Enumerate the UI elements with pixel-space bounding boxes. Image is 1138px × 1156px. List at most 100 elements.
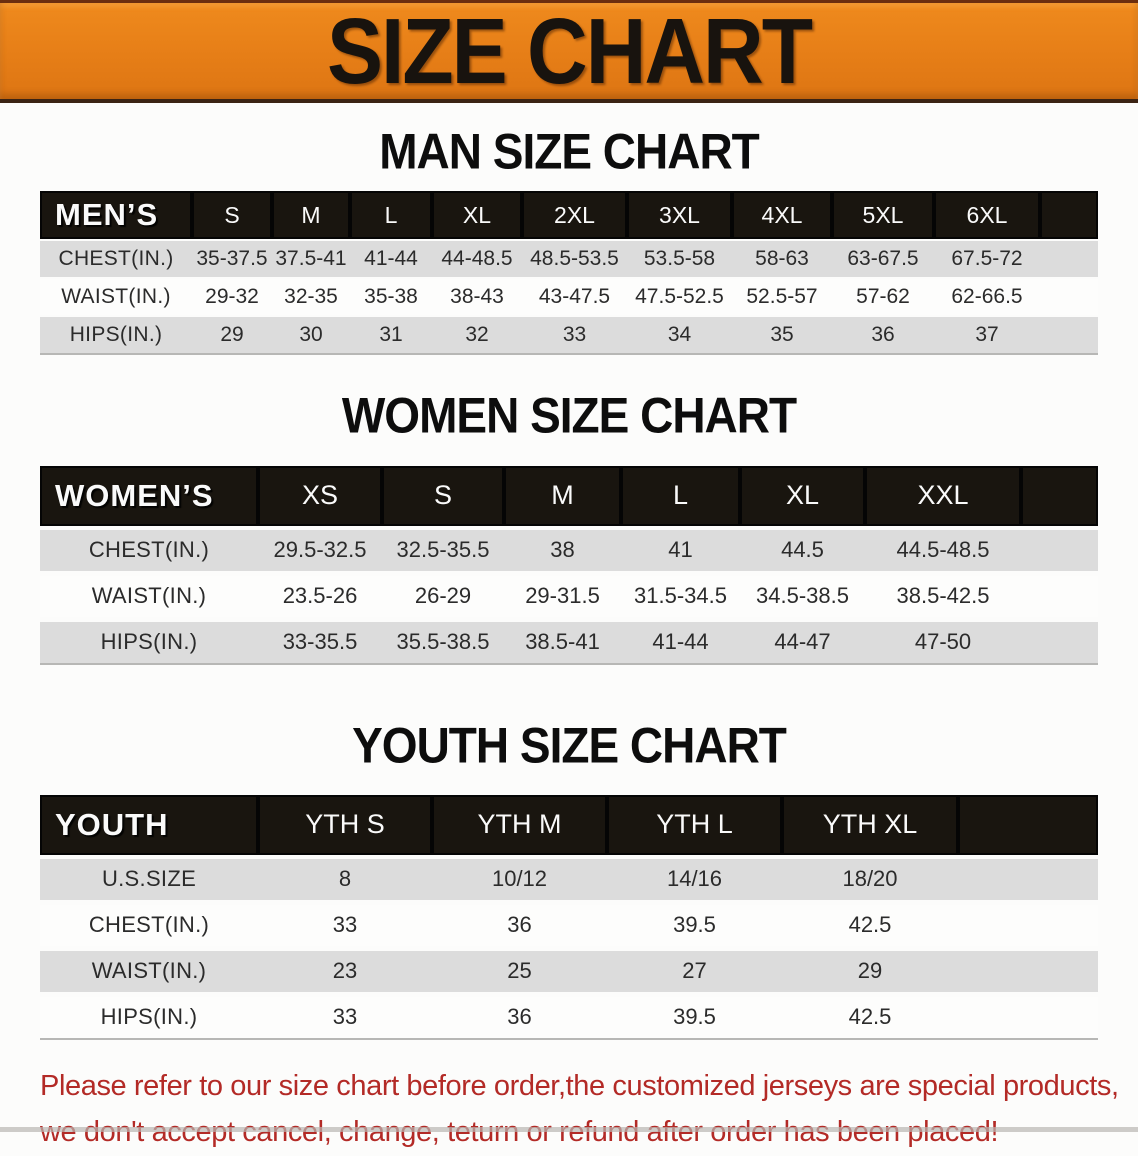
size-column-header: XL <box>740 465 865 528</box>
size-value-cell: 36 <box>832 315 934 355</box>
size-table-header-row: MEN’S S M L XL 2XL 3XL 4XL 5XL 6XL <box>40 191 1098 241</box>
row-label: U.S.SIZE <box>40 854 258 903</box>
filler-cell <box>958 854 1098 903</box>
size-column-header: L <box>621 465 740 528</box>
disclaimer-line-1: Please refer to our size chart before or… <box>40 1069 1119 1102</box>
group-label: YOUTH <box>40 794 258 857</box>
row-label: WAIST(IN.) <box>40 945 258 995</box>
size-value-cell: 41 <box>621 525 740 574</box>
table-row: WAIST(IN.) 23.5-26 26-29 29-31.5 31.5-34.5 34… <box>40 570 1098 620</box>
size-value-cell: 31 <box>350 315 432 355</box>
size-value-cell: 23.5-26 <box>258 570 382 620</box>
size-column-header: S <box>382 465 504 528</box>
banner: SIZE CHART <box>0 0 1138 103</box>
filler-cell <box>1040 239 1098 279</box>
size-column-header: YTH XL <box>782 794 958 857</box>
size-value-cell: 32-35 <box>272 277 350 317</box>
disclaimer-line-2: we don't accept cancel, change, teturn o… <box>40 1110 1138 1156</box>
table-row: HIPS(IN.) 29 30 31 32 33 34 35 36 37 <box>40 315 1098 355</box>
table-row: U.S.SIZE 8 10/12 14/16 18/20 <box>40 854 1098 903</box>
size-column-header: 2XL <box>522 191 627 241</box>
size-value-cell: 62-66.5 <box>934 277 1040 317</box>
table-row: CHEST(IN.) 33 36 39.5 42.5 <box>40 899 1098 949</box>
row-label: HIPS(IN.) <box>40 991 258 1039</box>
size-value-cell: 27 <box>607 945 782 995</box>
men-section-heading-text: MAN SIZE CHART <box>379 122 760 180</box>
row-label: HIPS(IN.) <box>40 616 258 664</box>
size-value-cell: 25 <box>432 945 607 995</box>
size-value-cell: 39.5 <box>607 991 782 1039</box>
filler-cell <box>1021 465 1098 528</box>
men-section: MAN SIZE CHART MEN’S S M L XL 2XL 3XL 4XL 5XL 6XL… <box>0 122 1138 356</box>
filler-cell <box>958 794 1098 857</box>
size-column-header: M <box>272 191 350 241</box>
youth-section-heading: YOUTH SIZE CHART <box>0 716 1138 773</box>
table-row: WAIST(IN.) 29-32 32-35 35-38 38-43 43-47.5 47.… <box>40 277 1098 317</box>
row-label: CHEST(IN.) <box>40 239 192 279</box>
size-value-cell: 32.5-35.5 <box>382 525 504 574</box>
size-value-cell: 37 <box>934 315 1040 355</box>
size-value-cell: 44-48.5 <box>432 239 522 279</box>
filler-cell <box>1040 277 1098 317</box>
disclaimer: Please refer to our size chart before or… <box>40 1064 1138 1156</box>
size-table-header-row: YOUTH YTH S YTH M YTH L YTH XL <box>40 794 1098 857</box>
size-value-cell: 52.5-57 <box>732 277 832 317</box>
size-value-cell: 35.5-38.5 <box>382 616 504 664</box>
size-value-cell: 10/12 <box>432 854 607 903</box>
size-value-cell: 44.5 <box>740 525 865 574</box>
filler-cell <box>958 991 1098 1039</box>
size-column-header: 3XL <box>627 191 732 241</box>
size-value-cell: 67.5-72 <box>934 239 1040 279</box>
women-section-heading-text: WOMEN SIZE CHART <box>341 387 797 444</box>
row-label: CHEST(IN.) <box>40 525 258 574</box>
size-value-cell: 48.5-53.5 <box>522 239 627 279</box>
size-value-cell: 44-47 <box>740 616 865 664</box>
size-value-cell: 29-32 <box>192 277 272 317</box>
size-value-cell: 43-47.5 <box>522 277 627 317</box>
bottom-edge-strip <box>0 1127 1138 1132</box>
size-column-header: 4XL <box>732 191 832 241</box>
size-value-cell: 39.5 <box>607 899 782 949</box>
youth-size-table: YOUTH YTH S YTH M YTH L YTH XL U.S.SIZE 8 10/12… <box>40 794 1098 1040</box>
size-value-cell: 63-67.5 <box>832 239 934 279</box>
size-value-cell: 30 <box>272 315 350 355</box>
table-row: HIPS(IN.) 33 36 39.5 42.5 <box>40 991 1098 1039</box>
size-table-header-row: WOMEN’S XS S M L XL XXL <box>40 465 1098 528</box>
size-value-cell: 18/20 <box>782 854 958 903</box>
size-value-cell: 38.5-42.5 <box>865 570 1021 620</box>
filler-cell <box>1021 570 1098 620</box>
size-value-cell: 44.5-48.5 <box>865 525 1021 574</box>
group-label: MEN’S <box>40 191 192 241</box>
group-label: WOMEN’S <box>40 465 258 528</box>
women-size-table: WOMEN’S XS S M L XL XXL CHEST(IN.) 29.5-32.5 32.5… <box>40 465 1098 665</box>
men-size-table: MEN’S S M L XL 2XL 3XL 4XL 5XL 6XL CHEST(IN.) 35-37… <box>40 191 1098 356</box>
size-value-cell: 53.5-58 <box>627 239 732 279</box>
size-value-cell: 23 <box>258 945 432 995</box>
size-value-cell: 47.5-52.5 <box>627 277 732 317</box>
size-value-cell: 8 <box>258 854 432 903</box>
row-label: WAIST(IN.) <box>40 277 192 317</box>
size-value-cell: 42.5 <box>782 991 958 1039</box>
size-value-cell: 32 <box>432 315 522 355</box>
size-column-header: S <box>192 191 272 241</box>
size-column-header: XS <box>258 465 382 528</box>
size-value-cell: 33 <box>258 899 432 949</box>
size-value-cell: 36 <box>432 899 607 949</box>
size-value-cell: 38.5-41 <box>504 616 621 664</box>
filler-cell <box>1040 191 1098 241</box>
men-section-heading: MAN SIZE CHART <box>0 122 1138 180</box>
size-value-cell: 58-63 <box>732 239 832 279</box>
filler-cell <box>958 899 1098 949</box>
table-row: CHEST(IN.) 35-37.5 37.5-41 41-44 44-48.5 48.5… <box>40 239 1098 279</box>
size-value-cell: 34.5-38.5 <box>740 570 865 620</box>
youth-section-heading-text: YOUTH SIZE CHART <box>352 716 787 773</box>
size-value-cell: 34 <box>627 315 732 355</box>
filler-cell <box>958 945 1098 995</box>
size-value-cell: 47-50 <box>865 616 1021 664</box>
table-row: HIPS(IN.) 33-35.5 35.5-38.5 38.5-41 41-44 44-… <box>40 616 1098 664</box>
size-value-cell: 29 <box>192 315 272 355</box>
size-value-cell: 26-29 <box>382 570 504 620</box>
size-value-cell: 35 <box>732 315 832 355</box>
size-value-cell: 31.5-34.5 <box>621 570 740 620</box>
